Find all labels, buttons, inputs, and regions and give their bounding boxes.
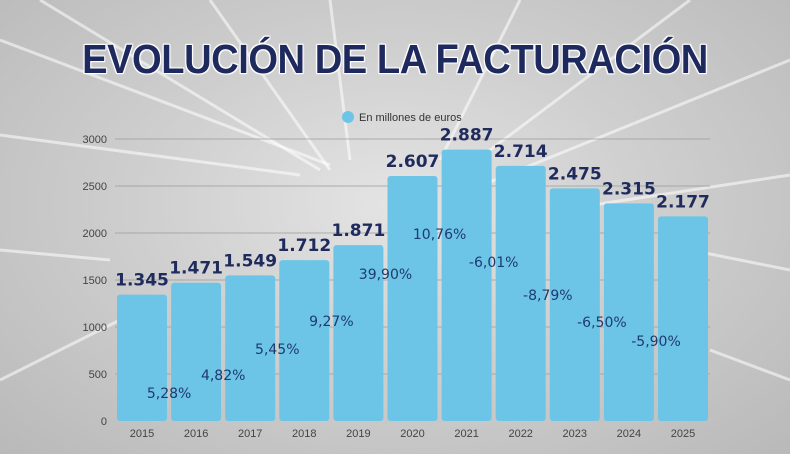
x-tick-label: 2016: [184, 428, 208, 440]
value-label: 2.315: [602, 179, 656, 199]
x-tick-label: 2017: [238, 428, 262, 440]
growth-label: -6,50%: [577, 315, 627, 331]
value-label: 2.607: [386, 152, 440, 172]
x-tick-label: 2018: [292, 428, 316, 440]
x-tick-label: 2021: [454, 428, 478, 440]
growth-label: 9,27%: [309, 314, 353, 330]
growth-label: -8,79%: [523, 288, 573, 304]
legend-label: En millones de euros: [359, 112, 462, 124]
bar-2020: [387, 175, 438, 421]
value-label: 1.549: [223, 251, 277, 271]
bar-2018: [279, 260, 330, 421]
bar-2025: [658, 216, 708, 421]
bar-2024: [603, 203, 654, 421]
value-label: 1.871: [332, 221, 386, 241]
value-label: 2.177: [656, 192, 710, 212]
bar-2015: [117, 294, 167, 421]
x-tick-label: 2023: [563, 428, 587, 440]
legend: En millones de euros: [342, 111, 462, 124]
growth-label: 39,90%: [359, 267, 412, 283]
legend-marker: [342, 111, 354, 123]
x-tick-label: 2024: [617, 428, 641, 440]
bar-2019: [333, 245, 384, 421]
x-tick-label: 2025: [671, 428, 695, 440]
growth-label: -5,90%: [631, 334, 681, 350]
bar-2022: [495, 165, 546, 421]
growth-label: -6,01%: [469, 255, 519, 271]
y-tick-label: 500: [89, 369, 107, 381]
y-tick-label: 1000: [83, 322, 107, 334]
value-label: 1.471: [169, 259, 223, 279]
page-title: EVOLUCIÓN DE LA FACTURACIÓN: [82, 36, 708, 82]
x-tick-label: 2020: [400, 428, 424, 440]
x-tick-label: 2019: [346, 428, 370, 440]
bar-2017: [225, 275, 276, 421]
value-label: 2.714: [494, 142, 548, 162]
growth-label: 5,45%: [255, 342, 299, 358]
y-tick-label: 2000: [83, 228, 107, 240]
y-tick-label: 1500: [83, 275, 107, 287]
growth-label: 10,76%: [413, 227, 466, 243]
growth-label: 5,28%: [147, 386, 191, 402]
bar-2016: [171, 282, 222, 421]
value-label: 2.887: [440, 126, 494, 146]
value-label: 2.475: [548, 164, 602, 184]
x-tick-label: 2015: [130, 428, 154, 440]
growth-label: 4,82%: [201, 368, 245, 384]
y-tick-label: 0: [101, 416, 107, 428]
x-tick-label: 2022: [508, 428, 532, 440]
y-tick-label: 3000: [83, 134, 107, 146]
bar-2023: [549, 188, 600, 421]
bar-2021: [441, 149, 492, 421]
value-label: 1.712: [277, 236, 331, 256]
y-tick-label: 2500: [83, 181, 107, 193]
value-label: 1.345: [115, 271, 169, 291]
